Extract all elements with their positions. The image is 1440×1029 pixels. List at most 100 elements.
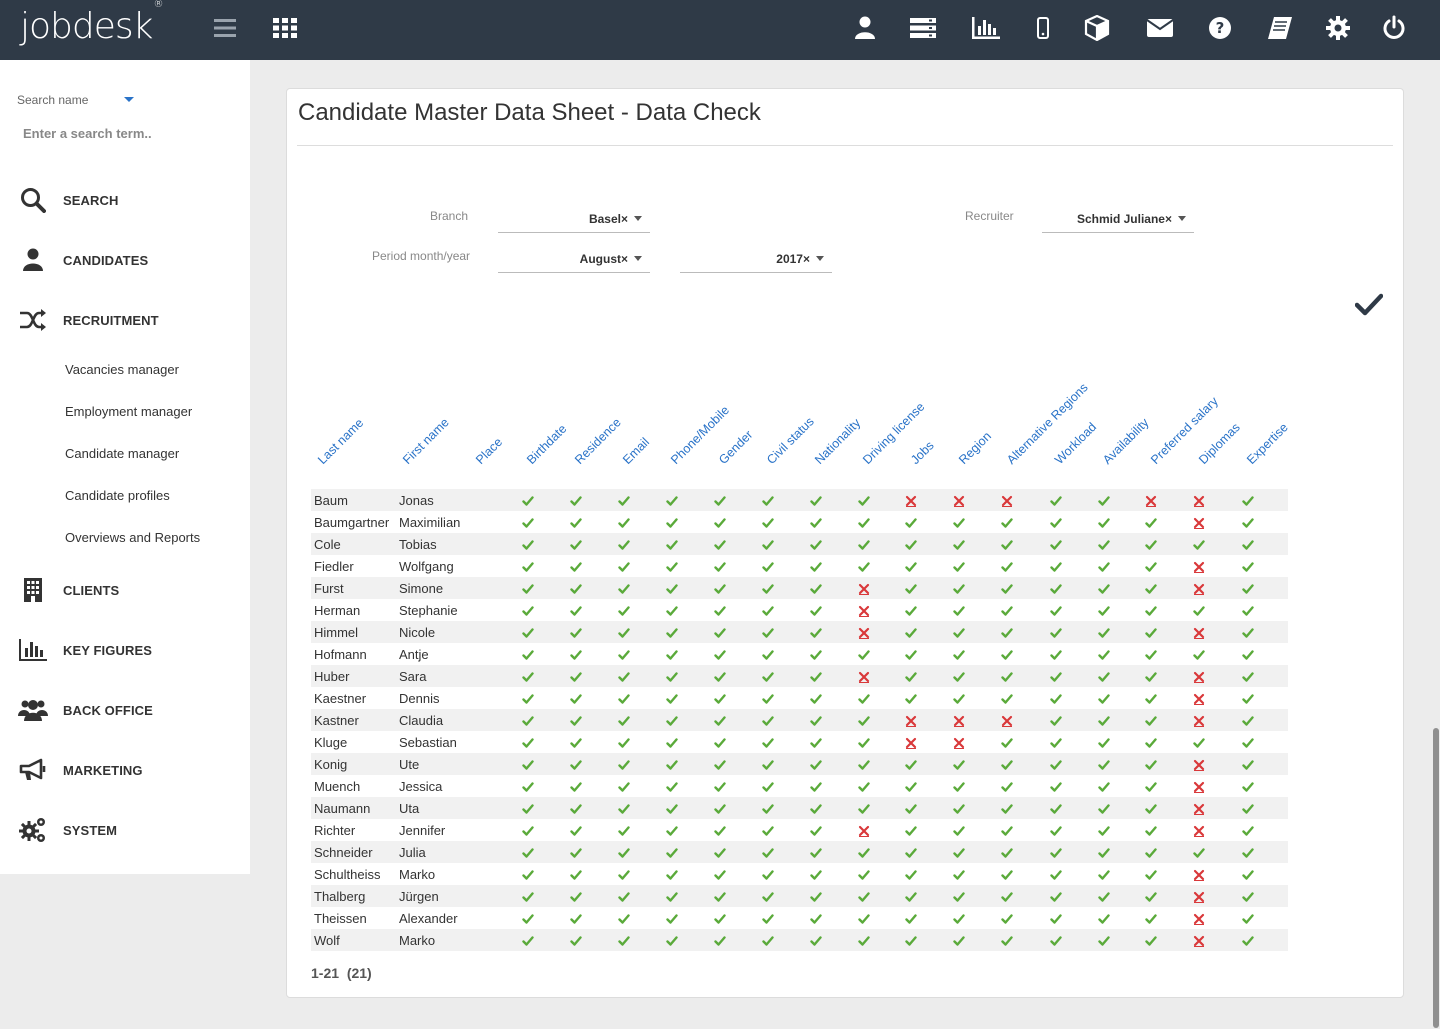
confirm-check-icon[interactable] — [1354, 293, 1384, 317]
table-row[interactable]: Kluge Sebastian — [311, 731, 1288, 753]
check-icon — [905, 692, 917, 704]
subnav-employment-manager[interactable]: Employment manager — [65, 404, 193, 419]
sidebar: Search name SEARCH CANDIDATES RECRUITMEN… — [0, 60, 250, 874]
column-header[interactable]: Expertise — [1244, 420, 1291, 467]
table-row[interactable]: Theissen Alexander — [311, 907, 1288, 929]
user-icon[interactable] — [849, 12, 881, 44]
column-header[interactable]: First name — [400, 415, 452, 467]
subnav-candidate-manager[interactable]: Candidate manager — [65, 446, 180, 461]
column-header[interactable]: Availability — [1100, 415, 1152, 467]
search-input[interactable] — [17, 122, 227, 144]
table-row[interactable]: Baumgartner Maximilian — [311, 511, 1288, 533]
table-row[interactable]: Wolf Marko — [311, 929, 1288, 951]
table-row[interactable]: Schultheiss Marko — [311, 863, 1288, 885]
check-icon — [953, 560, 965, 572]
table-row[interactable]: Naumann Uta — [311, 797, 1288, 819]
menu-icon[interactable] — [209, 12, 241, 44]
column-header[interactable]: Place — [473, 434, 506, 467]
check-icon — [905, 890, 917, 902]
first-name-cell: Antje — [399, 647, 429, 662]
year-select[interactable]: 2017 × — [680, 245, 832, 273]
table-row[interactable]: Muench Jessica — [311, 775, 1288, 797]
check-icon — [666, 560, 678, 572]
table-row[interactable]: Richter Jennifer — [311, 819, 1288, 841]
search-mode-label[interactable]: Search name — [17, 93, 89, 107]
envelope-icon[interactable] — [1144, 12, 1176, 44]
scrollbar-thumb[interactable] — [1433, 728, 1439, 1028]
table-row[interactable]: Cole Tobias — [311, 533, 1288, 555]
book-icon[interactable] — [1264, 12, 1296, 44]
table-row[interactable]: Thalberg Jürgen — [311, 885, 1288, 907]
subnav-overviews-reports[interactable]: Overviews and Reports — [65, 530, 201, 545]
check-icon — [953, 582, 965, 594]
check-icon — [762, 516, 774, 528]
table-row[interactable]: Furst Simone — [311, 577, 1288, 599]
bar-chart-icon[interactable] — [970, 12, 1002, 44]
nav-clients[interactable]: CLIENTS — [0, 570, 250, 610]
nav-candidates[interactable]: CANDIDATES — [0, 240, 250, 280]
year-clear-icon[interactable]: × — [802, 251, 810, 266]
check-icon — [953, 648, 965, 660]
column-header[interactable]: Email — [620, 434, 653, 467]
table-row[interactable]: Herman Stephanie — [311, 599, 1288, 621]
check-icon — [953, 912, 965, 924]
nav-recruitment[interactable]: RECRUITMENT — [0, 300, 250, 340]
question-icon[interactable]: ? — [1204, 12, 1236, 44]
check-icon — [858, 934, 870, 946]
subnav-candidate-profiles[interactable]: Candidate profiles — [65, 488, 170, 503]
nav-key-figures[interactable]: KEY FIGURES — [0, 630, 250, 670]
nav-marketing[interactable]: MARKETING — [0, 750, 250, 790]
column-header[interactable]: Nationality — [812, 415, 864, 467]
column-header[interactable]: Diplomas — [1196, 420, 1243, 467]
check-icon — [618, 846, 630, 858]
nav-back-office[interactable]: BACK OFFICE — [0, 690, 250, 730]
column-header[interactable]: Gender — [716, 427, 756, 467]
check-icon — [1098, 890, 1110, 902]
subnav-vacancies-manager[interactable]: Vacancies manager — [65, 362, 179, 377]
last-name-cell: Muench — [314, 779, 361, 794]
check-icon — [666, 780, 678, 792]
check-icon — [618, 758, 630, 770]
recruiter-clear-icon[interactable]: × — [1164, 211, 1172, 226]
recruiter-select[interactable]: Schmid Juliane × — [1042, 205, 1194, 233]
mobile-icon[interactable] — [1027, 12, 1059, 44]
cube-icon[interactable] — [1081, 12, 1113, 44]
table-row[interactable]: Schneider Julia — [311, 841, 1288, 863]
column-header[interactable]: Workload — [1052, 419, 1100, 467]
column-header[interactable]: Jobs — [908, 438, 937, 467]
column-header[interactable]: Birthdate — [524, 421, 570, 467]
table-row[interactable]: Kaestner Dennis — [311, 687, 1288, 709]
page-title: Candidate Master Data Sheet - Data Check — [298, 99, 761, 126]
logo[interactable]: jobdesk® — [20, 0, 163, 47]
apps-grid-icon[interactable] — [269, 12, 301, 44]
table-row[interactable]: Kastner Claudia — [311, 709, 1288, 731]
check-icon — [810, 934, 822, 946]
column-header[interactable]: Residence — [572, 415, 624, 467]
check-icon — [522, 758, 534, 770]
search-mode-caret-icon[interactable] — [124, 97, 134, 102]
month-clear-icon[interactable]: × — [620, 251, 628, 266]
column-header[interactable]: Last name — [315, 415, 367, 467]
table-row[interactable]: Konig Ute — [311, 753, 1288, 775]
check-icon — [1001, 912, 1013, 924]
column-header[interactable]: Civil status — [764, 414, 817, 467]
power-icon[interactable] — [1378, 12, 1410, 44]
table-row[interactable]: Baum Jonas — [311, 489, 1288, 511]
check-icon — [762, 692, 774, 704]
table-row[interactable]: Himmel Nicole — [311, 621, 1288, 643]
nav-search[interactable]: SEARCH — [0, 180, 250, 220]
table-row[interactable]: Fiedler Wolfgang — [311, 555, 1288, 577]
branch-clear-icon[interactable]: × — [620, 211, 628, 226]
column-header[interactable]: Alternative Regions — [1004, 380, 1091, 467]
last-name-cell: Herman — [314, 603, 361, 618]
table-row[interactable]: Hofmann Antje — [311, 643, 1288, 665]
scrollbar-track[interactable] — [1432, 60, 1440, 1029]
table-row[interactable]: Huber Sara — [311, 665, 1288, 687]
nav-label: RECRUITMENT — [63, 312, 159, 328]
branch-select[interactable]: Basel × — [498, 205, 650, 233]
nav-system[interactable]: SYSTEM — [0, 810, 250, 850]
gear-icon[interactable] — [1322, 12, 1354, 44]
server-icon[interactable] — [907, 12, 939, 44]
column-header[interactable]: Region — [956, 429, 995, 467]
month-select[interactable]: August × — [498, 245, 650, 273]
